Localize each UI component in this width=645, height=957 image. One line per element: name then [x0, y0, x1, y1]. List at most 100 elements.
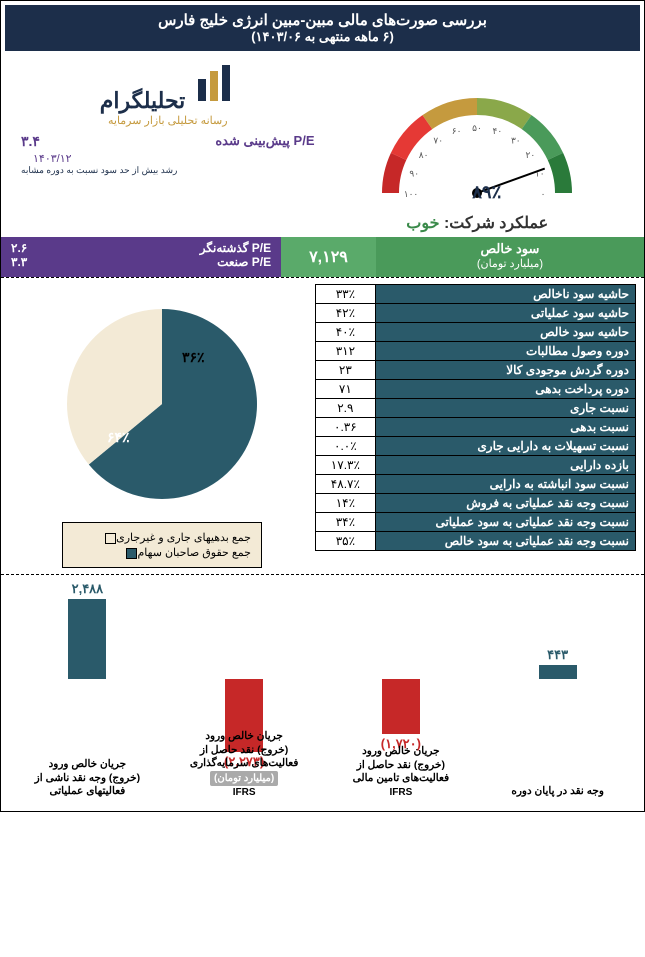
svg-text:۸۰: ۸۰ — [419, 150, 429, 160]
pe-industry-value: ۳.۳ — [11, 255, 27, 269]
cashflow-value: ۲,۴۸۸ — [9, 581, 166, 597]
performance-value: خوب — [406, 215, 439, 232]
ratios-table: حاشیه سود ناخالص۳۳٪حاشیه سود عملیاتی۴۲٪ح… — [315, 284, 636, 551]
ratio-label: دوره وصول مطالبات — [375, 342, 635, 361]
ratio-label: دوره گردش موجودی کالا — [375, 361, 635, 380]
cashflow-label: جریان خالص ورود(خروج) وجه نقد ناشی ازفعا… — [9, 758, 166, 799]
pe-forward-row: P/E پیش‌بینی شده ۳.۴ — [13, 131, 323, 152]
ratio-value: ۷۱ — [315, 380, 375, 399]
ratio-row: نسبت تسهیلات به دارایی جاری۰.۰٪ — [315, 437, 635, 456]
ratio-row: نسبت سود انباشته به دارایی۴۸.۷٪ — [315, 475, 635, 494]
ratio-row: دوره وصول مطالبات۳۱۲ — [315, 342, 635, 361]
cashflow-label: وجه نقد در پایان دوره — [479, 785, 636, 799]
cashflow-bar-col: ۲,۴۸۸ جریان خالص ورود(خروج) وجه نقد ناشی … — [9, 579, 166, 799]
legend-row: جمع بدهیهای جاری و غیرجاری — [73, 531, 251, 544]
ratio-row: نسبت بدهی۰.۳۶ — [315, 418, 635, 437]
report-title: بررسی صورت‌های مالی مبین-مبین انرژی خلیج… — [5, 11, 640, 29]
ratio-row: نسبت وجه نقد عملیاتی به سود خالص۳۵٪ — [315, 532, 635, 551]
ratio-label: نسبت بدهی — [375, 418, 635, 437]
ratio-value: ۱۴٪ — [315, 494, 375, 513]
gauge-chart: ۱۰۰۹۰۸۰۷۰۶۰۵۰۴۰۳۰۲۰۱۰۰ ۸۹٪ — [357, 63, 597, 213]
ratio-label: بازده دارایی — [375, 456, 635, 475]
svg-text:۳۰: ۳۰ — [511, 136, 521, 146]
ratio-row: دوره پرداخت بدهی۷۱ — [315, 380, 635, 399]
ratio-value: ۳۵٪ — [315, 532, 375, 551]
svg-text:۵۰: ۵۰ — [472, 123, 482, 133]
ratio-value: ۴۸.۷٪ — [315, 475, 375, 494]
top-section: ۱۰۰۹۰۸۰۷۰۶۰۵۰۴۰۳۰۲۰۱۰۰ ۸۹٪ عملکرد شرکت: … — [1, 55, 644, 237]
ratio-row: نسبت وجه نقد عملیاتی به سود عملیاتی۳۴٪ — [315, 513, 635, 532]
cashflow-bar-col: (۱,۷۲۰)جریان خالص ورود(خروج) نقد حاصل از… — [323, 579, 480, 799]
ratio-value: ۴۲٪ — [315, 304, 375, 323]
cashflow-bar-col: ۴۴۳ وجه نقد در پایان دوره — [479, 579, 636, 799]
gauge-panel: ۱۰۰۹۰۸۰۷۰۶۰۵۰۴۰۳۰۲۰۱۰۰ ۸۹٪ عملکرد شرکت: … — [323, 63, 633, 233]
ratio-value: ۲۳ — [315, 361, 375, 380]
ratio-row: حاشیه سود عملیاتی۴۲٪ — [315, 304, 635, 323]
pe-industry-label: P/E صنعت — [217, 255, 271, 269]
pie-chart: ۶۴٪ ۳۶٪ — [52, 294, 272, 514]
ratio-label: دوره پرداخت بدهی — [375, 380, 635, 399]
growth-note: رشد بیش از حد سود نسبت به دوره مشابه — [13, 165, 323, 176]
ratio-value: ۰.۳۶ — [315, 418, 375, 437]
kpi-profit-label: سود خالص — [380, 241, 640, 257]
kpi-pe-block: P/E گذشته‌نگر ۲.۶ P/E صنعت ۳.۳ — [1, 237, 281, 277]
cashflow-bar-col: (۲,۲۷۳)جریان خالص ورود(خروج) نقد حاصل از… — [166, 579, 323, 799]
legend-label: جمع حقوق صاحبان سهام — [137, 547, 250, 559]
kpi-profit-unit: (میلیارد تومان) — [380, 257, 640, 270]
cashflow-value: ۴۴۳ — [479, 647, 636, 663]
ratio-label: حاشیه سود ناخالص — [375, 285, 635, 304]
pe-forward-value: ۳.۴ — [21, 133, 40, 150]
cashflow-bar — [382, 679, 420, 734]
cashflow-label: جریان خالص ورود(خروج) نقد حاصل ازفعالیت‌… — [323, 745, 480, 799]
legend-label: جمع بدهیهای جاری و غیرجاری — [116, 532, 251, 544]
legend-swatch — [126, 548, 137, 559]
kpi-profit-label-block: سود خالص (میلیارد تومان) — [376, 237, 644, 277]
ratio-label: نسبت تسهیلات به دارایی جاری — [375, 437, 635, 456]
ratio-label: نسبت وجه نقد عملیاتی به سود خالص — [375, 532, 635, 551]
pe-forward-label: P/E پیش‌بینی شده — [215, 133, 314, 149]
cashflow-bar — [68, 599, 106, 679]
mid-section: حاشیه سود ناخالص۳۳٪حاشیه سود عملیاتی۴۲٪ح… — [1, 278, 644, 574]
ratio-row: حاشیه سود خالص۴۰٪ — [315, 323, 635, 342]
cashflow-bar — [539, 665, 577, 679]
ratio-row: نسبت وجه نقد عملیاتی به فروش۱۴٪ — [315, 494, 635, 513]
ratio-value: ۲.۹ — [315, 399, 375, 418]
pie-slice-label-1: ۳۶٪ — [182, 349, 205, 366]
ratio-value: ۳۴٪ — [315, 513, 375, 532]
ratio-value: ۳۱۲ — [315, 342, 375, 361]
ifrs-tag: IFRS — [323, 786, 480, 799]
ratio-label: حاشیه سود عملیاتی — [375, 304, 635, 323]
brand-name: تحلیلگرام — [100, 88, 186, 114]
ratio-label: حاشیه سود خالص — [375, 323, 635, 342]
legend-swatch — [105, 533, 116, 544]
cashflow-label: جریان خالص ورود(خروج) نقد حاصل ازفعالیت‌… — [166, 730, 323, 799]
svg-text:۷۰: ۷۰ — [434, 136, 444, 146]
ratio-row: نسبت جاری۲.۹ — [315, 399, 635, 418]
ratio-value: ۳۳٪ — [315, 285, 375, 304]
svg-text:۲۰: ۲۰ — [526, 150, 536, 160]
cashflow-unit: (میلیارد تومان) — [210, 771, 278, 786]
pe-trailing-value: ۲.۶ — [11, 241, 27, 255]
report-header: بررسی صورت‌های مالی مبین-مبین انرژی خلیج… — [5, 5, 640, 51]
ratio-label: نسبت وجه نقد عملیاتی به سود عملیاتی — [375, 513, 635, 532]
ratio-label: نسبت سود انباشته به دارایی — [375, 475, 635, 494]
pe-forward-date: ۱۴۰۳/۱۲ — [13, 152, 323, 165]
ratio-row: دوره گردش موجودی کالا۲۳ — [315, 361, 635, 380]
ratio-row: حاشیه سود ناخالص۳۳٪ — [315, 285, 635, 304]
ratio-label: نسبت جاری — [375, 399, 635, 418]
brand-pe-panel: تحلیلگرام رسانه تحلیلی بازار سرمایه P/E … — [13, 63, 323, 233]
ratio-row: بازده دارایی۱۷.۳٪ — [315, 456, 635, 475]
ifrs-tag: IFRS — [166, 786, 323, 799]
ratios-table-panel: حاشیه سود ناخالص۳۳٪حاشیه سود عملیاتی۴۲٪ح… — [315, 284, 636, 568]
logo-icon — [194, 63, 236, 110]
logo-area: تحلیلگرام رسانه تحلیلی بازار سرمایه — [13, 63, 323, 127]
pe-trailing-label: P/E گذشته‌نگر — [200, 241, 271, 255]
svg-text:۶۰: ۶۰ — [452, 126, 462, 136]
legend-row: جمع حقوق صاحبان سهام — [73, 546, 251, 559]
report-page: بررسی صورت‌های مالی مبین-مبین انرژی خلیج… — [0, 0, 645, 812]
svg-text:۴۰: ۴۰ — [493, 126, 503, 136]
cashflow-chart: ۴۴۳ وجه نقد در پایان دوره(۱,۷۲۰)جریان خال… — [9, 579, 636, 799]
performance-line: عملکرد شرکت: خوب — [323, 213, 633, 233]
pie-panel: ۶۴٪ ۳۶٪ جمع بدهیهای جاری و غیرجاری جمع ح… — [9, 284, 315, 568]
ratio-label: نسبت وجه نقد عملیاتی به فروش — [375, 494, 635, 513]
